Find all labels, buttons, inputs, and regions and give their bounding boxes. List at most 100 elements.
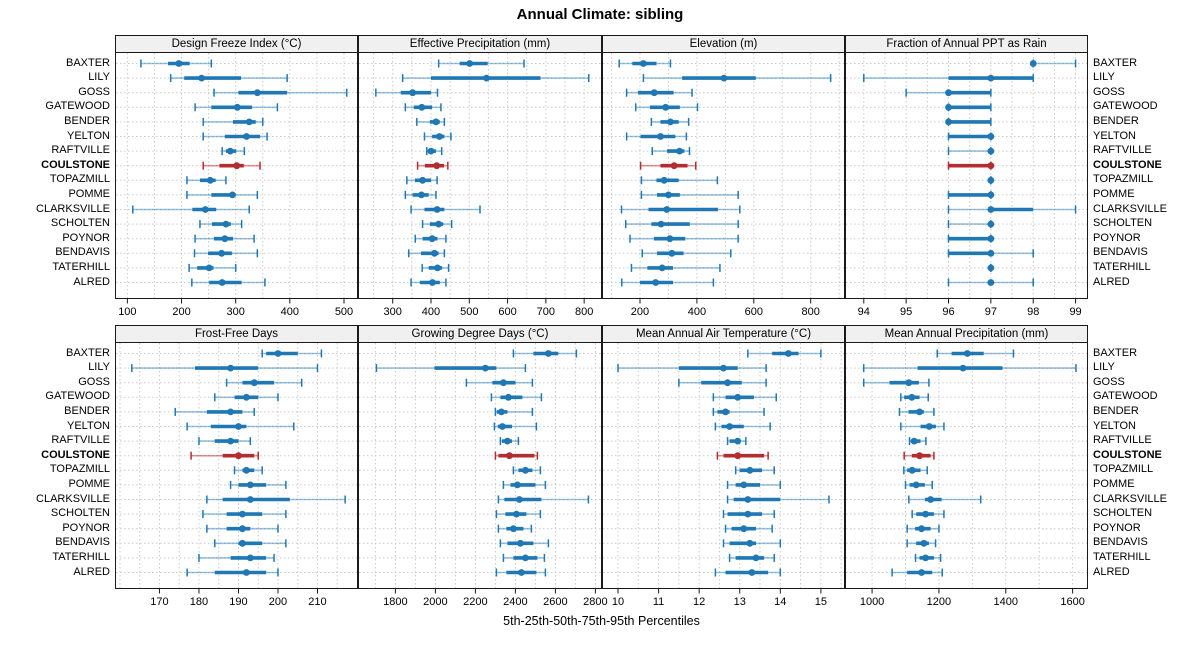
station-label-left-clarksville: CLARKSVILLE — [36, 202, 110, 215]
panel-mean-annual-precipitation-mm-: Mean Annual Precipitation (mm) — [845, 325, 1088, 589]
percentile-glyph-lily — [617, 364, 767, 373]
percentile-glyph-bendavis — [722, 539, 782, 548]
station-label-right-taterhill: TATERHILL — [1093, 260, 1151, 273]
percentile-glyph-bendavis — [906, 539, 937, 548]
x-axis-frost-free-days: 170 180 190 200 210 — [150, 589, 327, 608]
percentile-glyph-clarksville — [497, 495, 590, 504]
percentile-glyph-baxter — [618, 59, 672, 68]
tick-label: 2800 — [583, 596, 607, 608]
percentile-glyph-goss — [225, 378, 303, 387]
percentile-glyph-raftville — [908, 437, 927, 446]
chart-caption: 5th-25th-50th-75th-95th Percentiles — [503, 614, 700, 628]
panel-title: Design Freeze Index (°C) — [116, 36, 357, 53]
percentile-glyph-pomme — [404, 190, 437, 199]
panel-plot — [603, 53, 844, 298]
percentile-glyph-scholten — [202, 510, 287, 519]
percentile-glyph-bender — [712, 407, 765, 416]
station-label-right-lily: LILY — [1093, 361, 1115, 374]
tick-label: 800 — [575, 306, 593, 318]
tick-label: 1600 — [1060, 596, 1084, 608]
percentile-glyph-topazmill — [734, 466, 775, 475]
percentile-glyph-topazmill — [903, 466, 928, 475]
x-axis-design-freeze-index-c-: 100 200 300 400 500 — [118, 299, 353, 318]
percentile-glyph-raftville — [221, 147, 246, 156]
percentile-glyph-clarksville — [620, 205, 741, 214]
percentile-glyph-yelton — [714, 422, 771, 431]
panel-mean-annual-air-temperature-c-: Mean Annual Air Temperature (°C) — [602, 325, 845, 589]
tick-label: 180 — [190, 596, 208, 608]
station-label-right-clarksville: CLARKSVILLE — [1093, 492, 1167, 505]
percentile-glyph-goss — [678, 378, 767, 387]
percentile-glyph-clarksville — [206, 495, 346, 504]
station-label-left-bender: BENDER — [64, 114, 110, 127]
station-label-left-coulstone: COULSTONE — [41, 448, 110, 461]
percentile-glyph-gatewood — [634, 103, 699, 112]
percentile-glyph-bender — [202, 117, 264, 126]
percentile-glyph-raftville — [651, 147, 691, 156]
station-label-left-poynor: POYNOR — [62, 521, 110, 534]
station-label-right-topazmill: TOPAZMILL — [1093, 173, 1154, 186]
percentile-glyph-gatewood — [404, 103, 442, 112]
station-label-right-scholten: SCHOLTEN — [1093, 507, 1153, 520]
percentile-glyph-bendavis — [499, 539, 550, 548]
percentile-glyph-raftville — [198, 437, 252, 446]
tick-label: 96 — [942, 306, 954, 318]
panel-title: Elevation (m) — [603, 36, 844, 53]
panel-title: Growing Degree Days (°C) — [359, 326, 601, 343]
station-label-right-bender: BENDER — [1093, 114, 1139, 127]
panel-title: Mean Annual Air Temperature (°C) — [603, 326, 844, 343]
percentile-glyph-alred — [191, 278, 266, 287]
station-label-right-yelton: YELTON — [1093, 419, 1136, 432]
percentile-glyph-poynor — [724, 524, 773, 533]
x-axis-growing-degree-days-c-: 1800 2000 2200 2400 2600 2800 — [383, 589, 608, 608]
percentile-glyph-lily — [131, 364, 319, 373]
tick-label: 400 — [688, 306, 706, 318]
percentile-glyph-scholten — [625, 220, 739, 229]
percentile-glyph-bender — [945, 117, 992, 126]
tick-label: 100 — [118, 306, 136, 318]
panel-elevation-m-: Elevation (m) — [602, 35, 845, 299]
panel-plot — [846, 53, 1087, 298]
station-label-right-alred: ALRED — [1093, 275, 1130, 288]
station-label-right-raftville: RAFTVILLE — [1093, 434, 1152, 447]
panel-effective-precipitation-mm-: Effective Precipitation (mm) — [358, 35, 602, 299]
station-label-left-alred: ALRED — [73, 275, 110, 288]
panel-plot — [116, 343, 357, 588]
percentile-glyph-lily — [862, 364, 1077, 373]
percentile-glyph-pomme — [186, 190, 259, 199]
tick-label: 99 — [1069, 306, 1081, 318]
x-axis-mean-annual-air-temperature-c-: 10 11 12 13 14 15 — [612, 589, 827, 608]
x-axis-effective-precipitation-mm-: 300 400 500 600 700 800 — [384, 299, 593, 318]
percentile-glyph-bendavis — [641, 249, 732, 258]
panel-frost-free-days: Frost-Free Days — [115, 325, 358, 589]
percentile-glyph-yelton — [423, 132, 452, 141]
tick-label: 11 — [653, 596, 664, 608]
percentile-glyph-baxter — [261, 349, 323, 358]
tick-label: 97 — [985, 306, 997, 318]
station-label-right-raftville: RAFTVILLE — [1093, 144, 1152, 157]
percentile-glyph-bendavis — [408, 249, 446, 258]
panel-plot — [846, 343, 1087, 588]
percentile-glyph-coulstone — [903, 451, 935, 460]
percentile-glyph-coulstone — [947, 161, 995, 170]
station-label-left-gatewood: GATEWOOD — [45, 390, 110, 403]
panel-design-freeze-index-c-: Design Freeze Index (°C) — [115, 35, 358, 299]
percentile-glyph-alred — [947, 278, 1034, 287]
percentile-glyph-clarksville — [947, 205, 1077, 214]
tick-label: 700 — [537, 306, 555, 318]
x-axis-elevation-m-: 200 400 600 800 — [631, 299, 820, 318]
percentile-glyph-baxter — [747, 349, 822, 358]
percentile-glyph-taterhill — [188, 263, 237, 272]
percentile-glyph-scholten — [722, 510, 775, 519]
percentile-glyph-poynor — [194, 234, 255, 243]
panel-plot — [359, 343, 601, 588]
percentile-glyph-coulstone — [190, 451, 259, 460]
station-label-left-lily: LILY — [88, 361, 110, 374]
percentile-glyph-poynor — [497, 524, 533, 533]
percentile-glyph-alred — [714, 568, 782, 577]
percentile-glyph-bender — [650, 117, 690, 126]
percentile-glyph-bender — [494, 407, 534, 416]
percentile-glyph-baxter — [1029, 59, 1077, 68]
panel-plot — [359, 53, 601, 298]
